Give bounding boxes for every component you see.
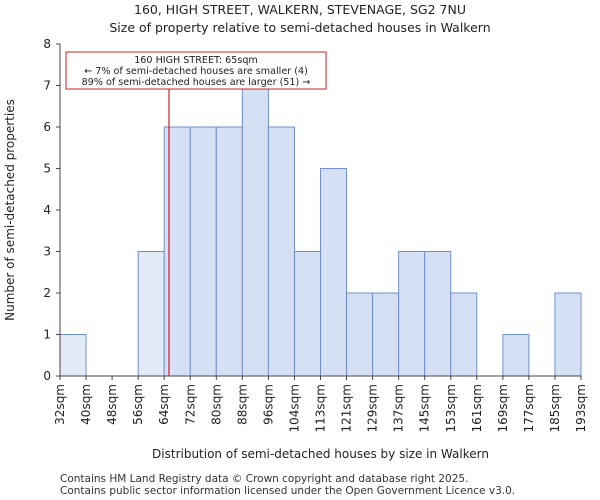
y-tick-label: 3: [43, 245, 51, 259]
x-tick-label: 145sqm: [418, 384, 432, 432]
x-tick-label: 40sqm: [79, 384, 93, 425]
y-tick-label: 2: [43, 286, 51, 300]
x-tick-label: 80sqm: [209, 384, 223, 425]
y-tick-label: 8: [43, 37, 51, 51]
y-tick-label: 5: [43, 162, 51, 176]
histogram-bar: [554, 292, 582, 377]
y-tick-label: 6: [43, 120, 51, 134]
y-axis-label: Number of semi-detached properties: [3, 99, 17, 321]
histogram-bar: [267, 126, 295, 377]
x-tick-label: 104sqm: [287, 384, 301, 432]
histogram-bar: [293, 251, 322, 377]
y-tick-label: 7: [43, 79, 51, 93]
x-tick-label: 137sqm: [392, 384, 406, 432]
histogram-bar: [59, 334, 87, 377]
x-tick-label: 96sqm: [261, 384, 275, 425]
x-tick-label: 161sqm: [470, 384, 484, 432]
histogram-bar: [450, 292, 478, 377]
histogram-bar: [372, 292, 400, 377]
annotation-title: 160 HIGH STREET: 65sqm: [134, 55, 258, 66]
x-tick-label: 169sqm: [496, 384, 510, 432]
footer-copyright: Contains HM Land Registry data © Crown c…: [60, 473, 469, 485]
x-tick-label: 153sqm: [444, 384, 458, 432]
x-tick-label: 185sqm: [548, 384, 562, 432]
x-tick-label: 72sqm: [183, 384, 197, 425]
annotation-smaller: ← 7% of semi-detached houses are smaller…: [84, 66, 308, 77]
histogram-bar: [215, 126, 243, 377]
histogram-bar: [241, 85, 269, 377]
annotation-box: [65, 51, 327, 90]
x-tick-label: 129sqm: [366, 384, 380, 432]
y-tick-label: 1: [43, 328, 51, 342]
x-axis-label: Distribution of semi-detached houses by …: [152, 447, 489, 461]
histogram-bar: [163, 126, 191, 377]
y-tick-label: 0: [43, 369, 51, 383]
histogram-bar: [137, 251, 165, 377]
chart-title: Size of property relative to semi-detach…: [109, 20, 491, 35]
histogram-bar: [398, 251, 426, 377]
chart-title-address: 160, HIGH STREET, WALKERN, STEVENAGE, SG…: [134, 2, 466, 17]
annotation-larger: 89% of semi-detached houses are larger (…: [82, 77, 311, 88]
x-tick-label: 32sqm: [53, 384, 67, 425]
histogram-bar: [424, 251, 452, 377]
x-tick-label: 64sqm: [157, 384, 171, 425]
x-tick-label: 177sqm: [522, 384, 536, 432]
x-tick-label: 88sqm: [235, 384, 249, 425]
y-tick-label: 4: [43, 203, 51, 217]
x-tick-label: 48sqm: [105, 384, 119, 425]
x-tick-label: 193sqm: [574, 384, 588, 432]
footer-licence: Contains public sector information licen…: [60, 485, 516, 497]
x-tick-label: 56sqm: [131, 384, 145, 425]
histogram-bar: [502, 334, 530, 377]
histogram-bar: [320, 168, 348, 377]
histogram-bar: [189, 126, 217, 377]
histogram-bar: [346, 292, 374, 377]
x-tick-label: 121sqm: [340, 384, 354, 432]
x-tick-label: 113sqm: [314, 384, 328, 432]
